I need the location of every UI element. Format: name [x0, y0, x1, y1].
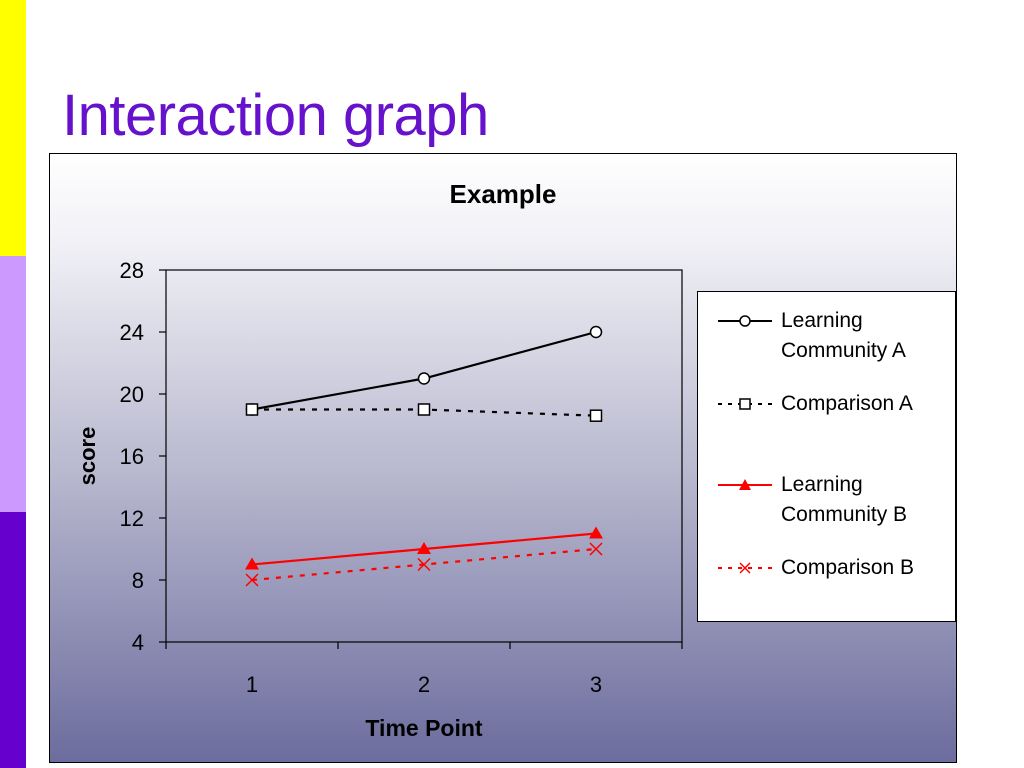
data-point-learning-community-a	[417, 372, 431, 385]
series-line-learning-community-a	[251, 330, 597, 411]
y-tick-label: 8	[132, 568, 144, 593]
x-tick-label: 2	[418, 672, 430, 697]
data-point-comparison-a	[417, 403, 431, 416]
legend-swatch-learning-community-a	[718, 315, 772, 327]
slide-title: Interaction graph	[62, 83, 489, 148]
y-axis: 4 8 12 16 20 24 28	[120, 258, 166, 655]
legend-label-comparison-a: Comparison A	[781, 392, 913, 415]
data-point-learning-community-a	[589, 325, 603, 339]
x-axis-label: Time Point	[365, 715, 482, 741]
legend-swatch-comparison-a	[718, 398, 772, 410]
data-point-comparison-a	[589, 409, 603, 422]
x-tick-label: 3	[590, 672, 602, 697]
legend-label-comparison-b: Comparison B	[781, 556, 915, 579]
plot-area	[165, 269, 683, 643]
legend: Learning Community A Comparison A Learni…	[697, 291, 956, 622]
y-tick-label: 12	[120, 506, 144, 531]
legend-label-learning-community-a: Learning Community A	[781, 309, 906, 362]
y-tick-label: 28	[120, 258, 144, 283]
data-point-learning-community-b	[417, 542, 431, 554]
chart-title: Example	[450, 179, 557, 209]
data-point-learning-community-b	[589, 526, 603, 539]
accent-stripe-lavender	[0, 256, 26, 512]
y-tick-label: 4	[132, 630, 144, 655]
y-tick-label: 20	[120, 382, 144, 407]
accent-stripe-yellow	[0, 0, 26, 256]
y-tick-label: 16	[120, 444, 144, 469]
data-point-comparison-a	[245, 403, 259, 416]
y-axis-label: score	[75, 427, 100, 486]
legend-label-learning-community-b: Learning Community B	[781, 473, 908, 526]
x-tick-label: 1	[246, 672, 258, 697]
legend-swatch-learning-community-b	[718, 479, 772, 490]
data-point-comparison-b	[245, 573, 259, 587]
series-layer	[245, 325, 603, 587]
x-axis: 1 2 3	[165, 642, 683, 697]
accent-stripe-purple	[0, 512, 26, 768]
data-point-comparison-b	[417, 557, 431, 572]
data-point-learning-community-b	[245, 557, 259, 570]
y-tick-label: 24	[120, 320, 144, 345]
legend-swatch-comparison-b	[718, 562, 772, 574]
data-point-comparison-b	[589, 542, 603, 556]
